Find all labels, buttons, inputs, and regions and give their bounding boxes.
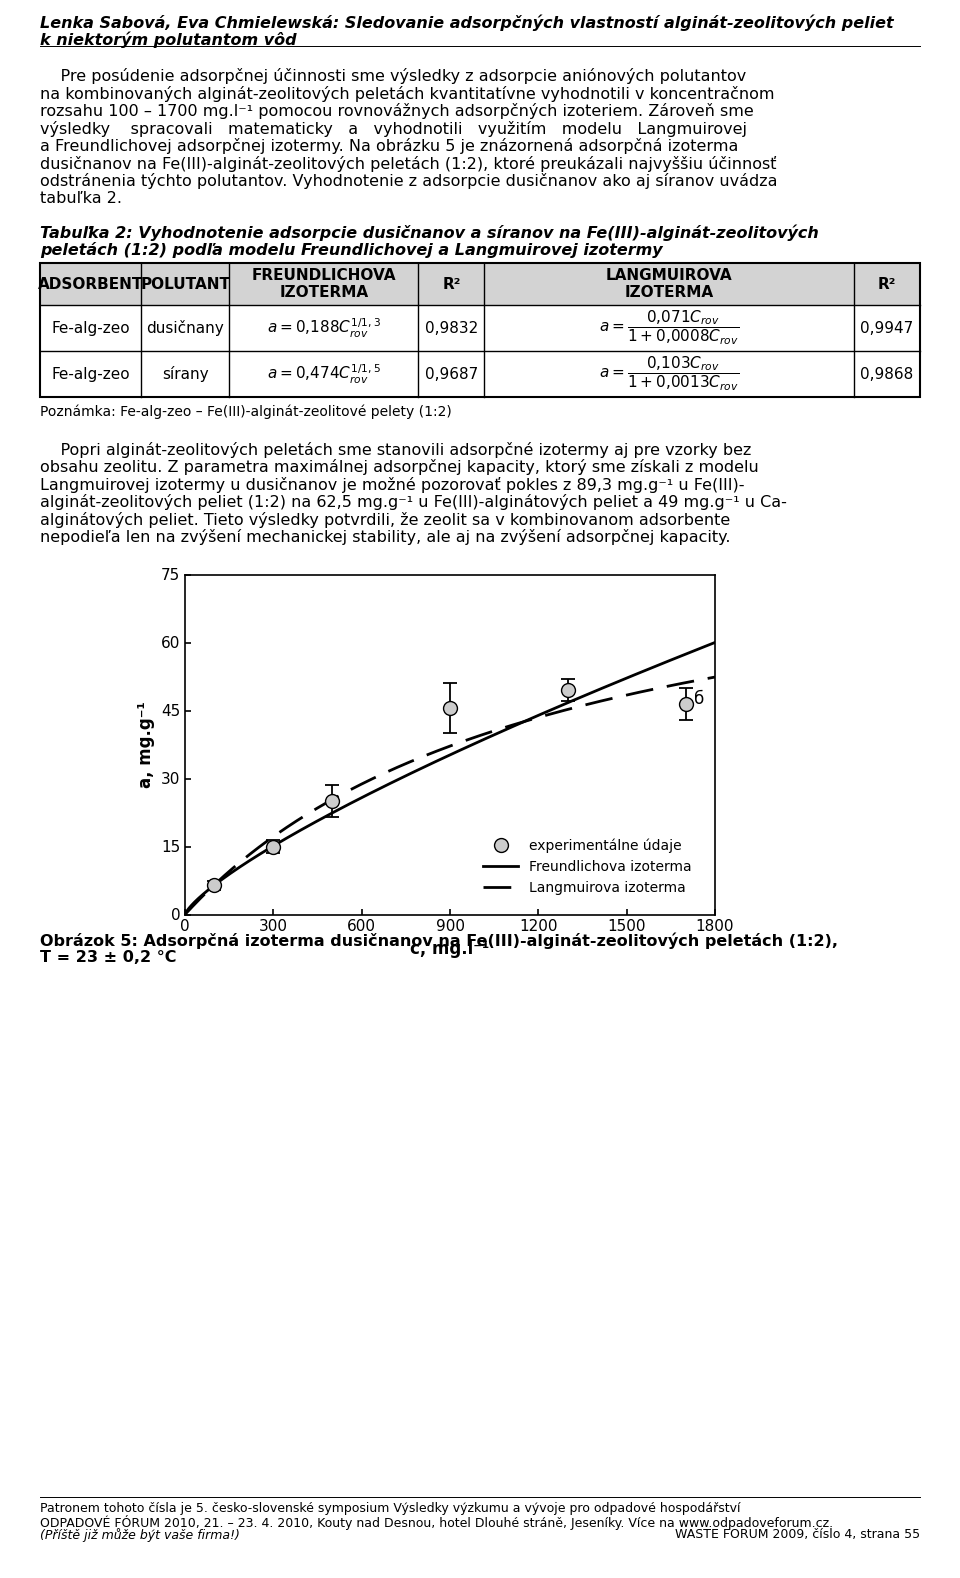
Bar bbox=[40, 264, 920, 398]
Text: obsahu zeolitu. Z parametra maximálnej adsorpčnej kapacity, ktorý sme získali z : obsahu zeolitu. Z parametra maximálnej a… bbox=[40, 459, 758, 475]
Text: 0,9868: 0,9868 bbox=[860, 366, 914, 382]
Text: T = 23 ± 0,2 °C: T = 23 ± 0,2 °C bbox=[40, 950, 177, 966]
Text: R²: R² bbox=[877, 276, 897, 292]
Text: dusičnany: dusičnany bbox=[146, 320, 224, 336]
Text: Langmuirovej izotermy u dusičnanov je možné pozorovať pokles z 89,3 mg.g⁻¹ u Fe(: Langmuirovej izotermy u dusičnanov je mo… bbox=[40, 477, 745, 492]
Text: (Příště již může být vaše firma!): (Příště již může být vaše firma!) bbox=[40, 1528, 240, 1542]
Text: Patronem tohoto čísla je 5. česko-slovenské symposium Výsledky výzkumu a vývoje : Patronem tohoto čísla je 5. česko-sloven… bbox=[40, 1502, 740, 1515]
Text: 0,9947: 0,9947 bbox=[860, 320, 914, 336]
Text: 0,9832: 0,9832 bbox=[424, 320, 478, 336]
Text: k niektorým polutantom vôd: k niektorým polutantom vôd bbox=[40, 32, 297, 47]
Text: Pre posúdenie adsorpčnej účinnosti sme výsledky z adsorpcie aniónových polutanto: Pre posúdenie adsorpčnej účinnosti sme v… bbox=[40, 68, 746, 84]
Text: 0,9687: 0,9687 bbox=[424, 366, 478, 382]
Text: Fe-alg-zeo: Fe-alg-zeo bbox=[51, 320, 130, 336]
Text: FREUNDLICHOVA
IZOTERMA: FREUNDLICHOVA IZOTERMA bbox=[252, 268, 396, 300]
Text: R²: R² bbox=[443, 276, 461, 292]
Text: Obrázok 5: Adsorpčná izoterma dusičnanov na Fe(III)-alginát-zeolitových peletách: Obrázok 5: Adsorpčná izoterma dusičnanov… bbox=[40, 933, 838, 948]
Text: a Freundlichovej adsorpčnej izotermy. Na obrázku 5 je znázornená adsorpčná izote: a Freundlichovej adsorpčnej izotermy. Na… bbox=[40, 137, 738, 155]
Bar bbox=[40, 264, 920, 305]
Text: odstránenia týchto polutantov. Vyhodnotenie z adsorpcie dusičnanov ako aj sírano: odstránenia týchto polutantov. Vyhodnote… bbox=[40, 174, 778, 189]
Text: $a = \dfrac{0{,}103C_{rov}}{1 + 0{,}0013C_{rov}}$: $a = \dfrac{0{,}103C_{rov}}{1 + 0{,}0013… bbox=[599, 355, 739, 393]
Legend: experimentálne údaje, Freundlichova izoterma, Langmuirova izoterma: experimentálne údaje, Freundlichova izot… bbox=[478, 833, 698, 901]
Text: nepodieľa len na zvýšení mechanickej stability, ale aj na zvýšení adsorpčnej kap: nepodieľa len na zvýšení mechanickej sta… bbox=[40, 529, 731, 544]
Text: POLUTANT: POLUTANT bbox=[140, 276, 230, 292]
Text: alginát-zeolitových peliet (1:2) na 62,5 mg.g⁻¹ u Fe(III)-alginátových peliet a : alginát-zeolitových peliet (1:2) na 62,5… bbox=[40, 494, 787, 510]
Text: dusičnanov na Fe(III)-alginát-zeolitových peletách (1:2), ktoré preukázali najvy: dusičnanov na Fe(III)-alginát-zeolitovýc… bbox=[40, 156, 777, 172]
Text: Fe-alg-zeo: Fe-alg-zeo bbox=[51, 366, 130, 382]
Text: б: б bbox=[694, 690, 705, 709]
Text: WASTE FORUM 2009, číslo 4, strana 55: WASTE FORUM 2009, číslo 4, strana 55 bbox=[675, 1528, 920, 1542]
Text: Poznámka: Fe-alg-zeo – Fe(III)-alginát-zeolitové pelety (1:2): Poznámka: Fe-alg-zeo – Fe(III)-alginát-z… bbox=[40, 404, 452, 418]
Text: peletách (1:2) podľa modelu Freundlichovej a Langmuirovej izotermy: peletách (1:2) podľa modelu Freundlichov… bbox=[40, 241, 662, 257]
Text: $a = \dfrac{0{,}071C_{rov}}{1 + 0{,}0008C_{rov}}$: $a = \dfrac{0{,}071C_{rov}}{1 + 0{,}0008… bbox=[599, 309, 739, 347]
Y-axis label: a, mg.g⁻¹: a, mg.g⁻¹ bbox=[137, 701, 156, 787]
Text: ADSORBENT: ADSORBENT bbox=[37, 276, 143, 292]
Text: sírany: sírany bbox=[162, 366, 208, 382]
Text: výsledky    spracovali   matematicky   a   vyhodnotili   využitím   modelu   Lan: výsledky spracovali matematicky a vyhodn… bbox=[40, 120, 747, 137]
X-axis label: c, mg.l⁻¹: c, mg.l⁻¹ bbox=[410, 940, 490, 958]
Text: $a = 0{,}474C_{rov}^{1/1,5}$: $a = 0{,}474C_{rov}^{1/1,5}$ bbox=[267, 363, 381, 385]
Text: Tabuľka 2: Vyhodnotenie adsorpcie dusičnanov a síranov na Fe(III)-alginát-zeolit: Tabuľka 2: Vyhodnotenie adsorpcie dusičn… bbox=[40, 224, 819, 240]
Text: tabuľka 2.: tabuľka 2. bbox=[40, 191, 122, 205]
Text: Lenka Sabová, Eva Chmielewská: Sledovanie adsorpčných vlastností alginát-zeolito: Lenka Sabová, Eva Chmielewská: Sledovani… bbox=[40, 14, 894, 30]
Text: alginátových peliet. Tieto výsledky potvrdili, že zeolit sa v kombinovanom adsor: alginátových peliet. Tieto výsledky potv… bbox=[40, 511, 731, 527]
Text: Popri alginát-zeolitových peletách sme stanovili adsorpčné izotermy aj pre vzork: Popri alginát-zeolitových peletách sme s… bbox=[40, 442, 752, 458]
Text: ODPADOVÉ FÓRUM 2010, 21. – 23. 4. 2010, Kouty nad Desnou, hotel Dlouhé stráně, J: ODPADOVÉ FÓRUM 2010, 21. – 23. 4. 2010, … bbox=[40, 1515, 833, 1531]
Text: $a = 0{,}188C_{rov}^{1/1,3}$: $a = 0{,}188C_{rov}^{1/1,3}$ bbox=[267, 317, 381, 339]
Text: na kombinovaných alginát-zeolitových peletách kvantitatívne vyhodnotili v koncen: na kombinovaných alginát-zeolitových pel… bbox=[40, 85, 775, 101]
Text: rozsahu 100 – 1700 mg.l⁻¹ pomocou rovnovážnych adsorpčných izoteriem. Zároveň sm: rozsahu 100 – 1700 mg.l⁻¹ pomocou rovnov… bbox=[40, 103, 754, 118]
Text: LANGMUIROVA
IZOTERMA: LANGMUIROVA IZOTERMA bbox=[606, 268, 732, 300]
